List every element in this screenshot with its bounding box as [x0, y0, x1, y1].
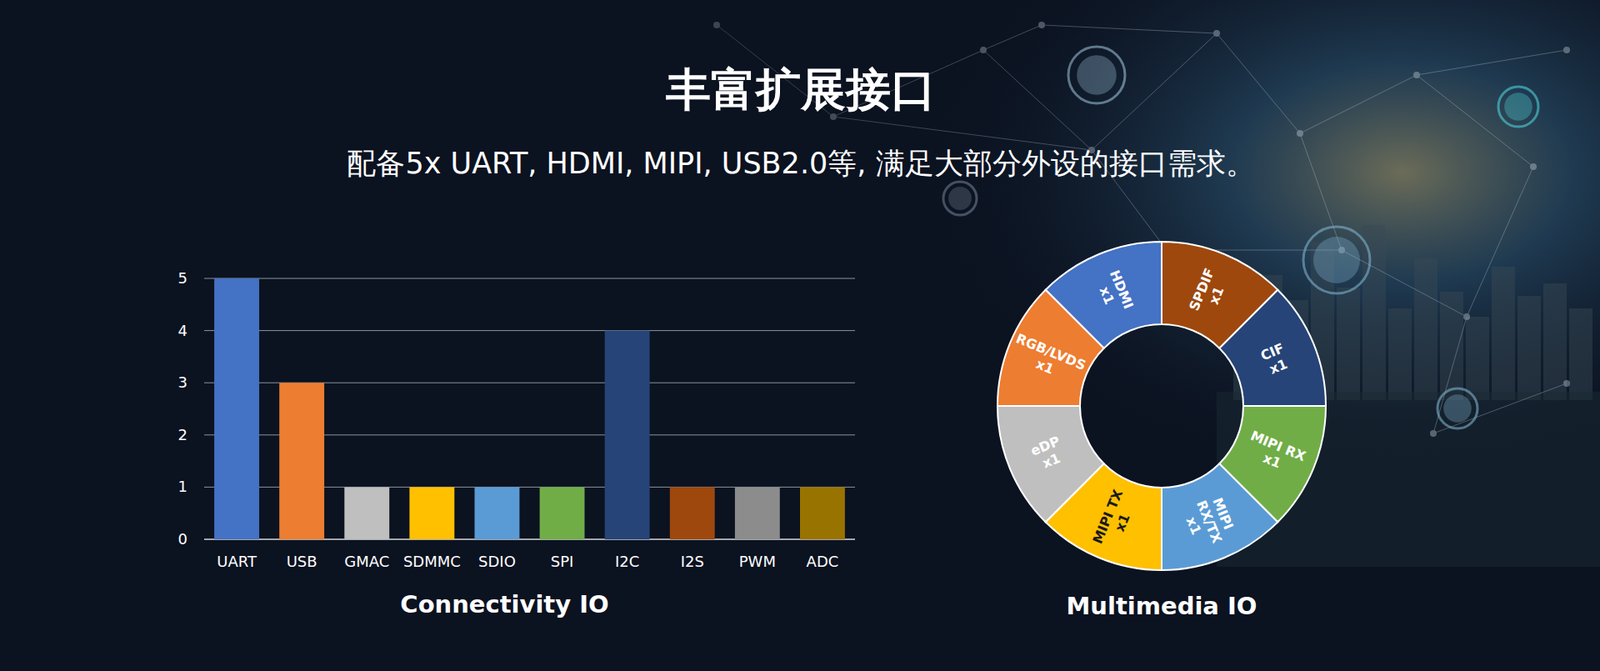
- bar: [279, 382, 325, 540]
- network-node: [1296, 130, 1304, 137]
- network-node: [1463, 313, 1470, 320]
- donut-label: HDMIx1: [1091, 267, 1137, 317]
- icon-disc: [1443, 394, 1472, 423]
- donut-label: CIFx1: [1258, 340, 1293, 379]
- building: [1388, 308, 1412, 400]
- network-line: [1300, 133, 1342, 250]
- bar: [475, 486, 520, 540]
- background: [0, 0, 1600, 671]
- donut-label: RGB/LVDSx1: [1007, 330, 1088, 388]
- x-tick-label: GMAC: [344, 552, 390, 570]
- x-tick-label: USB: [286, 552, 318, 570]
- donut-label-value: x1: [1267, 355, 1290, 378]
- building: [1543, 283, 1567, 400]
- donut-label-value: x1: [1111, 511, 1134, 535]
- bar: [800, 486, 845, 540]
- donut-slice: [997, 405, 1105, 522]
- x-tick-label: I2S: [680, 552, 705, 570]
- x-tick-label: I2C: [615, 552, 640, 570]
- icon-ring: [1303, 226, 1370, 294]
- x-tick-label: PWM: [739, 552, 776, 570]
- page-title: 丰富扩展接口: [665, 63, 936, 116]
- x-tick-label: SDIO: [478, 552, 516, 570]
- network-line: [1216, 33, 1300, 134]
- x-tick-label: UART: [216, 552, 258, 570]
- bar: [605, 330, 650, 540]
- bars: [214, 278, 845, 540]
- y-tick-label: 2: [178, 425, 188, 444]
- x-tick-label: SDMMC: [403, 552, 461, 570]
- y-tick-label: 5: [178, 269, 188, 287]
- building: [1414, 258, 1438, 400]
- icon-ring: [1437, 388, 1478, 429]
- building: [1517, 295, 1541, 400]
- bar: [670, 486, 715, 540]
- donut-slice: [1161, 463, 1278, 570]
- network-line: [1466, 166, 1534, 317]
- network-line: [1416, 75, 1534, 167]
- network-line: [1300, 75, 1417, 134]
- donut-label-value: x1: [1033, 355, 1056, 378]
- building: [1336, 287, 1360, 400]
- bar: [409, 486, 455, 540]
- y-tick-label: 4: [178, 321, 188, 340]
- donut-label-value: x1: [1095, 284, 1118, 307]
- icon-disc: [1504, 92, 1533, 121]
- donut-slice: [997, 290, 1105, 406]
- background-fade: [0, 0, 1167, 671]
- chart-title: Multimedia IO: [1066, 591, 1258, 620]
- building: [1362, 225, 1386, 400]
- icon-disc: [1313, 236, 1360, 284]
- donut-label: MIPI RX/TXx1: [1176, 487, 1240, 552]
- grid-line: [204, 278, 855, 280]
- network-node: [1563, 380, 1570, 387]
- water: [1216, 391, 1600, 567]
- chart-title: Connectivity IO: [400, 590, 609, 619]
- donut-label: MIPI TXx1: [1089, 486, 1141, 552]
- network-node: [1413, 71, 1420, 79]
- y-tick-label: 1: [178, 477, 188, 495]
- network-line: [1433, 383, 1567, 434]
- building: [1440, 291, 1464, 400]
- x-tick-label: SPI: [550, 552, 575, 570]
- bar: [540, 486, 585, 540]
- bar: [214, 278, 260, 540]
- donut-label-value: x1: [1260, 450, 1284, 472]
- building: [1569, 308, 1593, 400]
- building: [1465, 316, 1490, 400]
- y-tick-label: 0: [178, 530, 188, 548]
- network-node: [1530, 163, 1537, 170]
- donut-label-value: x1: [1183, 514, 1205, 537]
- network-node: [1213, 30, 1220, 37]
- donut-label: SPDIFx1: [1185, 265, 1233, 320]
- grid-line: [204, 330, 855, 331]
- donut-chart: HDMIx1 SPDIFx1 CIFx1 MIPI RXx1MIPI RX/TXx1 M…: [997, 241, 1326, 620]
- page: 丰富扩展接口配备5x UART, HDMI, MIPI, USB2.0等, 满足…: [0, 0, 1600, 671]
- donut-label: MIPI RXx1: [1242, 427, 1310, 480]
- donut-label: eDPx1: [1028, 432, 1069, 474]
- network-node: [1563, 46, 1570, 54]
- bar-chart: 0 1 2 3 4 5 UART USB GMAC SDMMC SDIO SPI I2C I2S PWM AD…: [178, 269, 855, 619]
- network-line: [1416, 50, 1567, 75]
- donut-label-value: x1: [1040, 450, 1063, 472]
- network-node: [1430, 430, 1437, 437]
- y-tick-label: 3: [178, 373, 188, 391]
- icon-ring: [1498, 86, 1539, 127]
- donut-slice: [1219, 290, 1326, 406]
- x-tick-label: ADC: [806, 552, 840, 570]
- building: [1491, 266, 1515, 400]
- page-subtitle: 配备5x UART, HDMI, MIPI, USB2.0等, 满足大部分外设的…: [346, 146, 1255, 180]
- donut-label-value: x1: [1205, 284, 1228, 307]
- bar: [344, 486, 390, 540]
- bar: [735, 486, 780, 540]
